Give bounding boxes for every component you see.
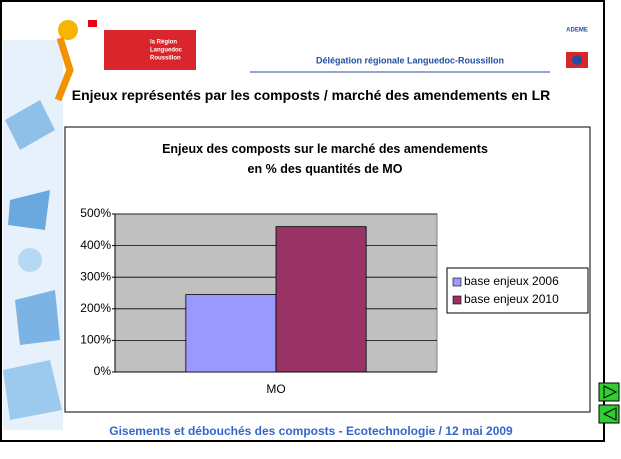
legend-label: base enjeux 2006 xyxy=(464,274,559,288)
ademe-globe xyxy=(572,55,582,65)
y-tick-label: 0% xyxy=(94,364,112,378)
x-tick-label: MO xyxy=(266,382,285,396)
slide: la Région Languedoc Roussillon Délégatio… xyxy=(0,0,621,459)
ademe: ADEME xyxy=(566,28,588,34)
logo-text: Languedoc xyxy=(150,48,183,54)
slide-title: Enjeux représentés par les composts / ma… xyxy=(72,87,551,103)
bar xyxy=(186,295,276,372)
footer: Gisements et débouchés des composts - Ec… xyxy=(109,424,513,438)
flag-icon xyxy=(88,20,97,27)
delegation: Délégation régionale Languedoc-Roussillo… xyxy=(316,55,504,65)
y-tick-label: 100% xyxy=(80,333,111,347)
nav-prev[interactable] xyxy=(599,405,619,423)
y-tick-label: 200% xyxy=(80,301,111,315)
logo-text: la Région xyxy=(150,40,177,46)
y-tick-label: 500% xyxy=(80,206,111,220)
legend-swatch xyxy=(453,278,461,286)
legend-swatch xyxy=(453,296,461,304)
bar xyxy=(276,227,366,372)
y-tick-label: 300% xyxy=(80,269,111,283)
legend-label: base enjeux 2010 xyxy=(464,292,559,306)
nav-next[interactable] xyxy=(599,383,619,401)
logo-text: Roussillon xyxy=(150,56,181,62)
page: {"header": {"region_logo": ["la Région",… xyxy=(0,0,621,459)
y-tick-label: 400% xyxy=(80,238,111,252)
